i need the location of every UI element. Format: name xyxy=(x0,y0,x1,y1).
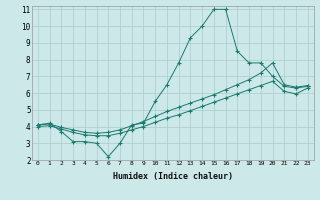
X-axis label: Humidex (Indice chaleur): Humidex (Indice chaleur) xyxy=(113,172,233,181)
